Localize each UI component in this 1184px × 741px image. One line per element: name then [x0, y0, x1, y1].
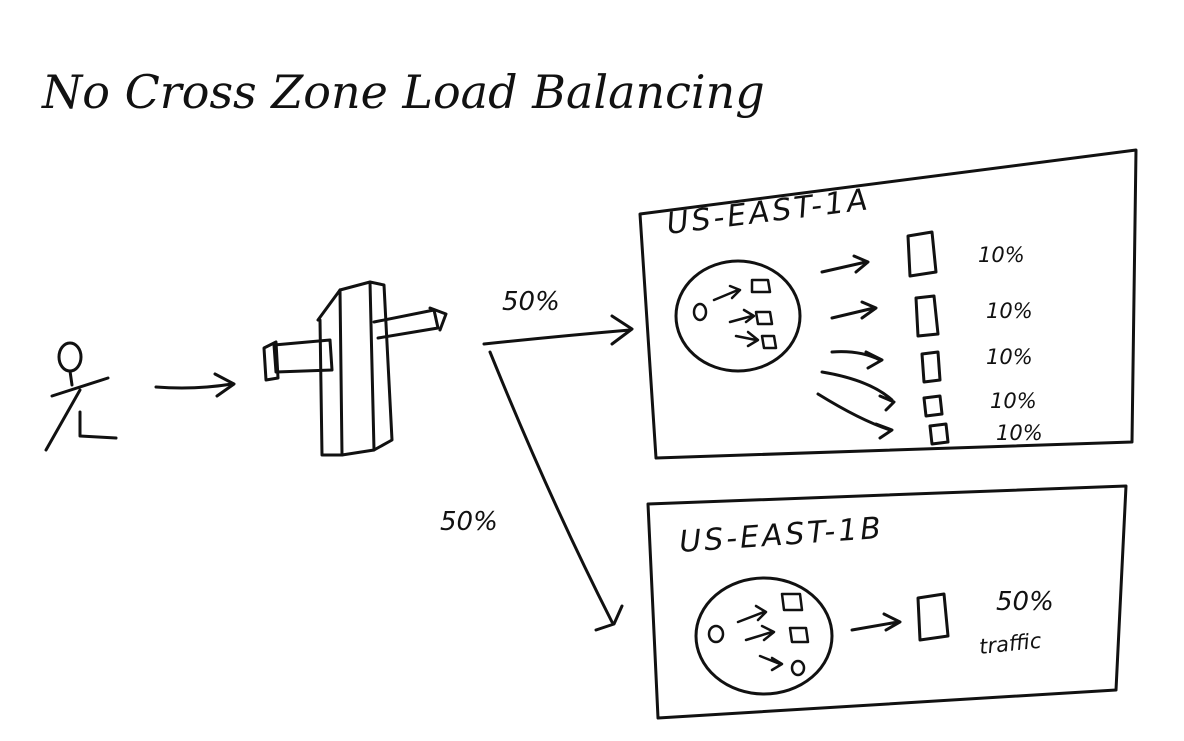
- zone-a-traffic-3: 10%: [986, 345, 1033, 369]
- diagram-title: No Cross Zone Load Balancing: [41, 65, 765, 119]
- split-label-zone-b: 50%: [440, 507, 498, 537]
- stick-figure-user-icon: [44, 341, 118, 452]
- zone-a-target-group: [674, 259, 802, 373]
- zone-a-traffic-5: 10%: [996, 421, 1043, 445]
- zone-a-traffic-2: 10%: [986, 299, 1033, 323]
- zone-b-instance-arrow: [850, 612, 902, 632]
- zone-a-traffic-4: 10%: [990, 389, 1037, 413]
- zone-a-instance-4: [922, 394, 944, 418]
- lb-to-zone-b-arrow: [488, 350, 624, 632]
- zone-a-instance-5: [928, 422, 950, 446]
- zone-b-instance-1: [916, 592, 950, 642]
- zone-b-traffic-1: 50%: [996, 587, 1054, 617]
- zone-a-instance-1: [906, 230, 938, 278]
- split-label-zone-a: 50%: [502, 287, 560, 317]
- user-to-lb-arrow: [154, 372, 236, 398]
- zone-a-box: [638, 148, 1138, 460]
- lb-to-zone-a-arrow: [482, 314, 634, 346]
- zone-a-instance-2: [914, 294, 940, 338]
- zone-a-name: US-EAST-1A: [665, 182, 873, 242]
- zone-a-instance-3: [920, 350, 942, 384]
- load-balancer-icon: [262, 280, 448, 457]
- zone-b-traffic-note: traffic: [978, 629, 1043, 659]
- zone-a-traffic-1: 10%: [978, 243, 1025, 267]
- zone-b-box: [646, 484, 1128, 720]
- zone-a-instances: [906, 230, 950, 446]
- zone-b-name: US-EAST-1B: [678, 511, 885, 560]
- zone-b-target-group: [694, 576, 834, 696]
- zone-a-instance-arrows: [816, 254, 896, 440]
